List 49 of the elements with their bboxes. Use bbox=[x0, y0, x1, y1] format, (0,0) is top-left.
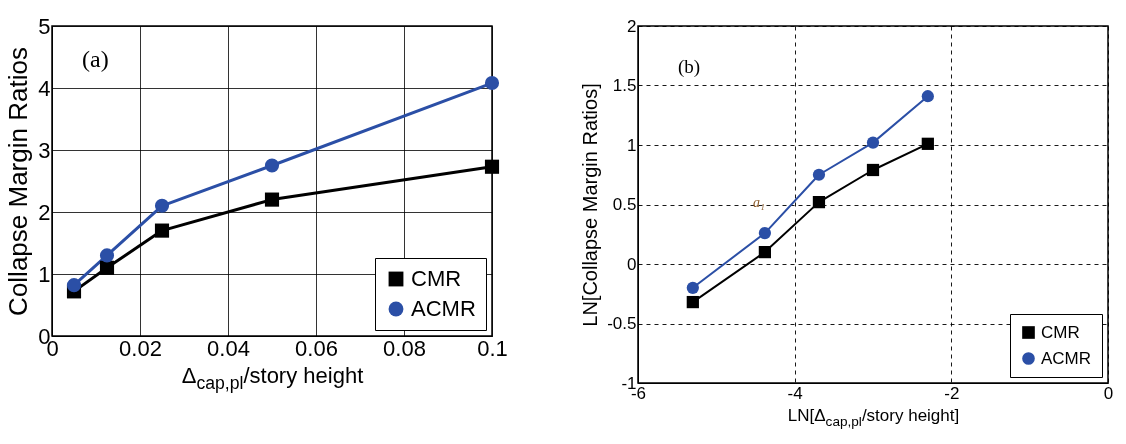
point bbox=[484, 159, 500, 174]
x-axis-title: Δ$_{cap,pl}$/story height bbox=[181, 362, 364, 393]
x-tick-label: 0.1 bbox=[477, 335, 508, 361]
y-tick-label: 2 bbox=[38, 199, 51, 225]
point bbox=[154, 198, 170, 213]
point bbox=[921, 137, 934, 150]
y-tick-label: 1 bbox=[38, 261, 51, 287]
y-tick-label: 1 bbox=[627, 135, 637, 155]
point bbox=[484, 75, 500, 91]
point bbox=[99, 248, 115, 263]
point bbox=[921, 90, 934, 103]
point bbox=[812, 168, 826, 181]
annotation: (a) bbox=[82, 46, 109, 72]
point bbox=[99, 260, 115, 275]
point bbox=[812, 196, 826, 209]
x-tick-label: 0 bbox=[1103, 383, 1114, 403]
y-tick-label: 4 bbox=[38, 75, 51, 101]
point bbox=[686, 295, 699, 309]
y-tick-label: 0 bbox=[627, 254, 637, 274]
legend-label: CMR bbox=[1041, 322, 1080, 342]
x-tick-label: -2 bbox=[944, 383, 960, 403]
point bbox=[66, 278, 82, 293]
point bbox=[866, 136, 880, 149]
x-axis-title: LN[Δ$_{cap,pl}$/story height] bbox=[787, 405, 960, 429]
x-tick-label: 0.04 bbox=[207, 335, 250, 361]
y-tick-label: 1.5 bbox=[612, 76, 637, 95]
legend-label: ACMR bbox=[411, 296, 476, 321]
point bbox=[758, 226, 772, 240]
point bbox=[758, 245, 772, 259]
annotation: a₁ bbox=[753, 195, 765, 210]
y-tick-label: 0.5 bbox=[612, 195, 637, 214]
y-tick-label: -0.5 bbox=[607, 314, 637, 333]
y-tick-label: 5 bbox=[38, 13, 51, 39]
x-tick-label: 0.06 bbox=[295, 335, 338, 361]
legend-label: CMR bbox=[411, 266, 462, 291]
y-tick-label: 2 bbox=[627, 16, 637, 36]
point bbox=[866, 163, 880, 177]
y-axis-title: Collapse Margin Ratios bbox=[3, 47, 34, 316]
y-axis-title: LN[Collapse Margin Ratios] bbox=[579, 83, 602, 327]
x-tick-label: 0.08 bbox=[383, 335, 426, 361]
legend-label: ACMR bbox=[1041, 348, 1092, 368]
point bbox=[264, 158, 280, 173]
point bbox=[264, 192, 280, 207]
y-tick-label: 3 bbox=[38, 137, 51, 163]
x-tick-label: -4 bbox=[787, 383, 803, 403]
x-tick-label: 0.02 bbox=[119, 335, 162, 361]
point bbox=[686, 281, 699, 294]
point bbox=[154, 223, 170, 238]
annotation: (b) bbox=[678, 56, 701, 78]
